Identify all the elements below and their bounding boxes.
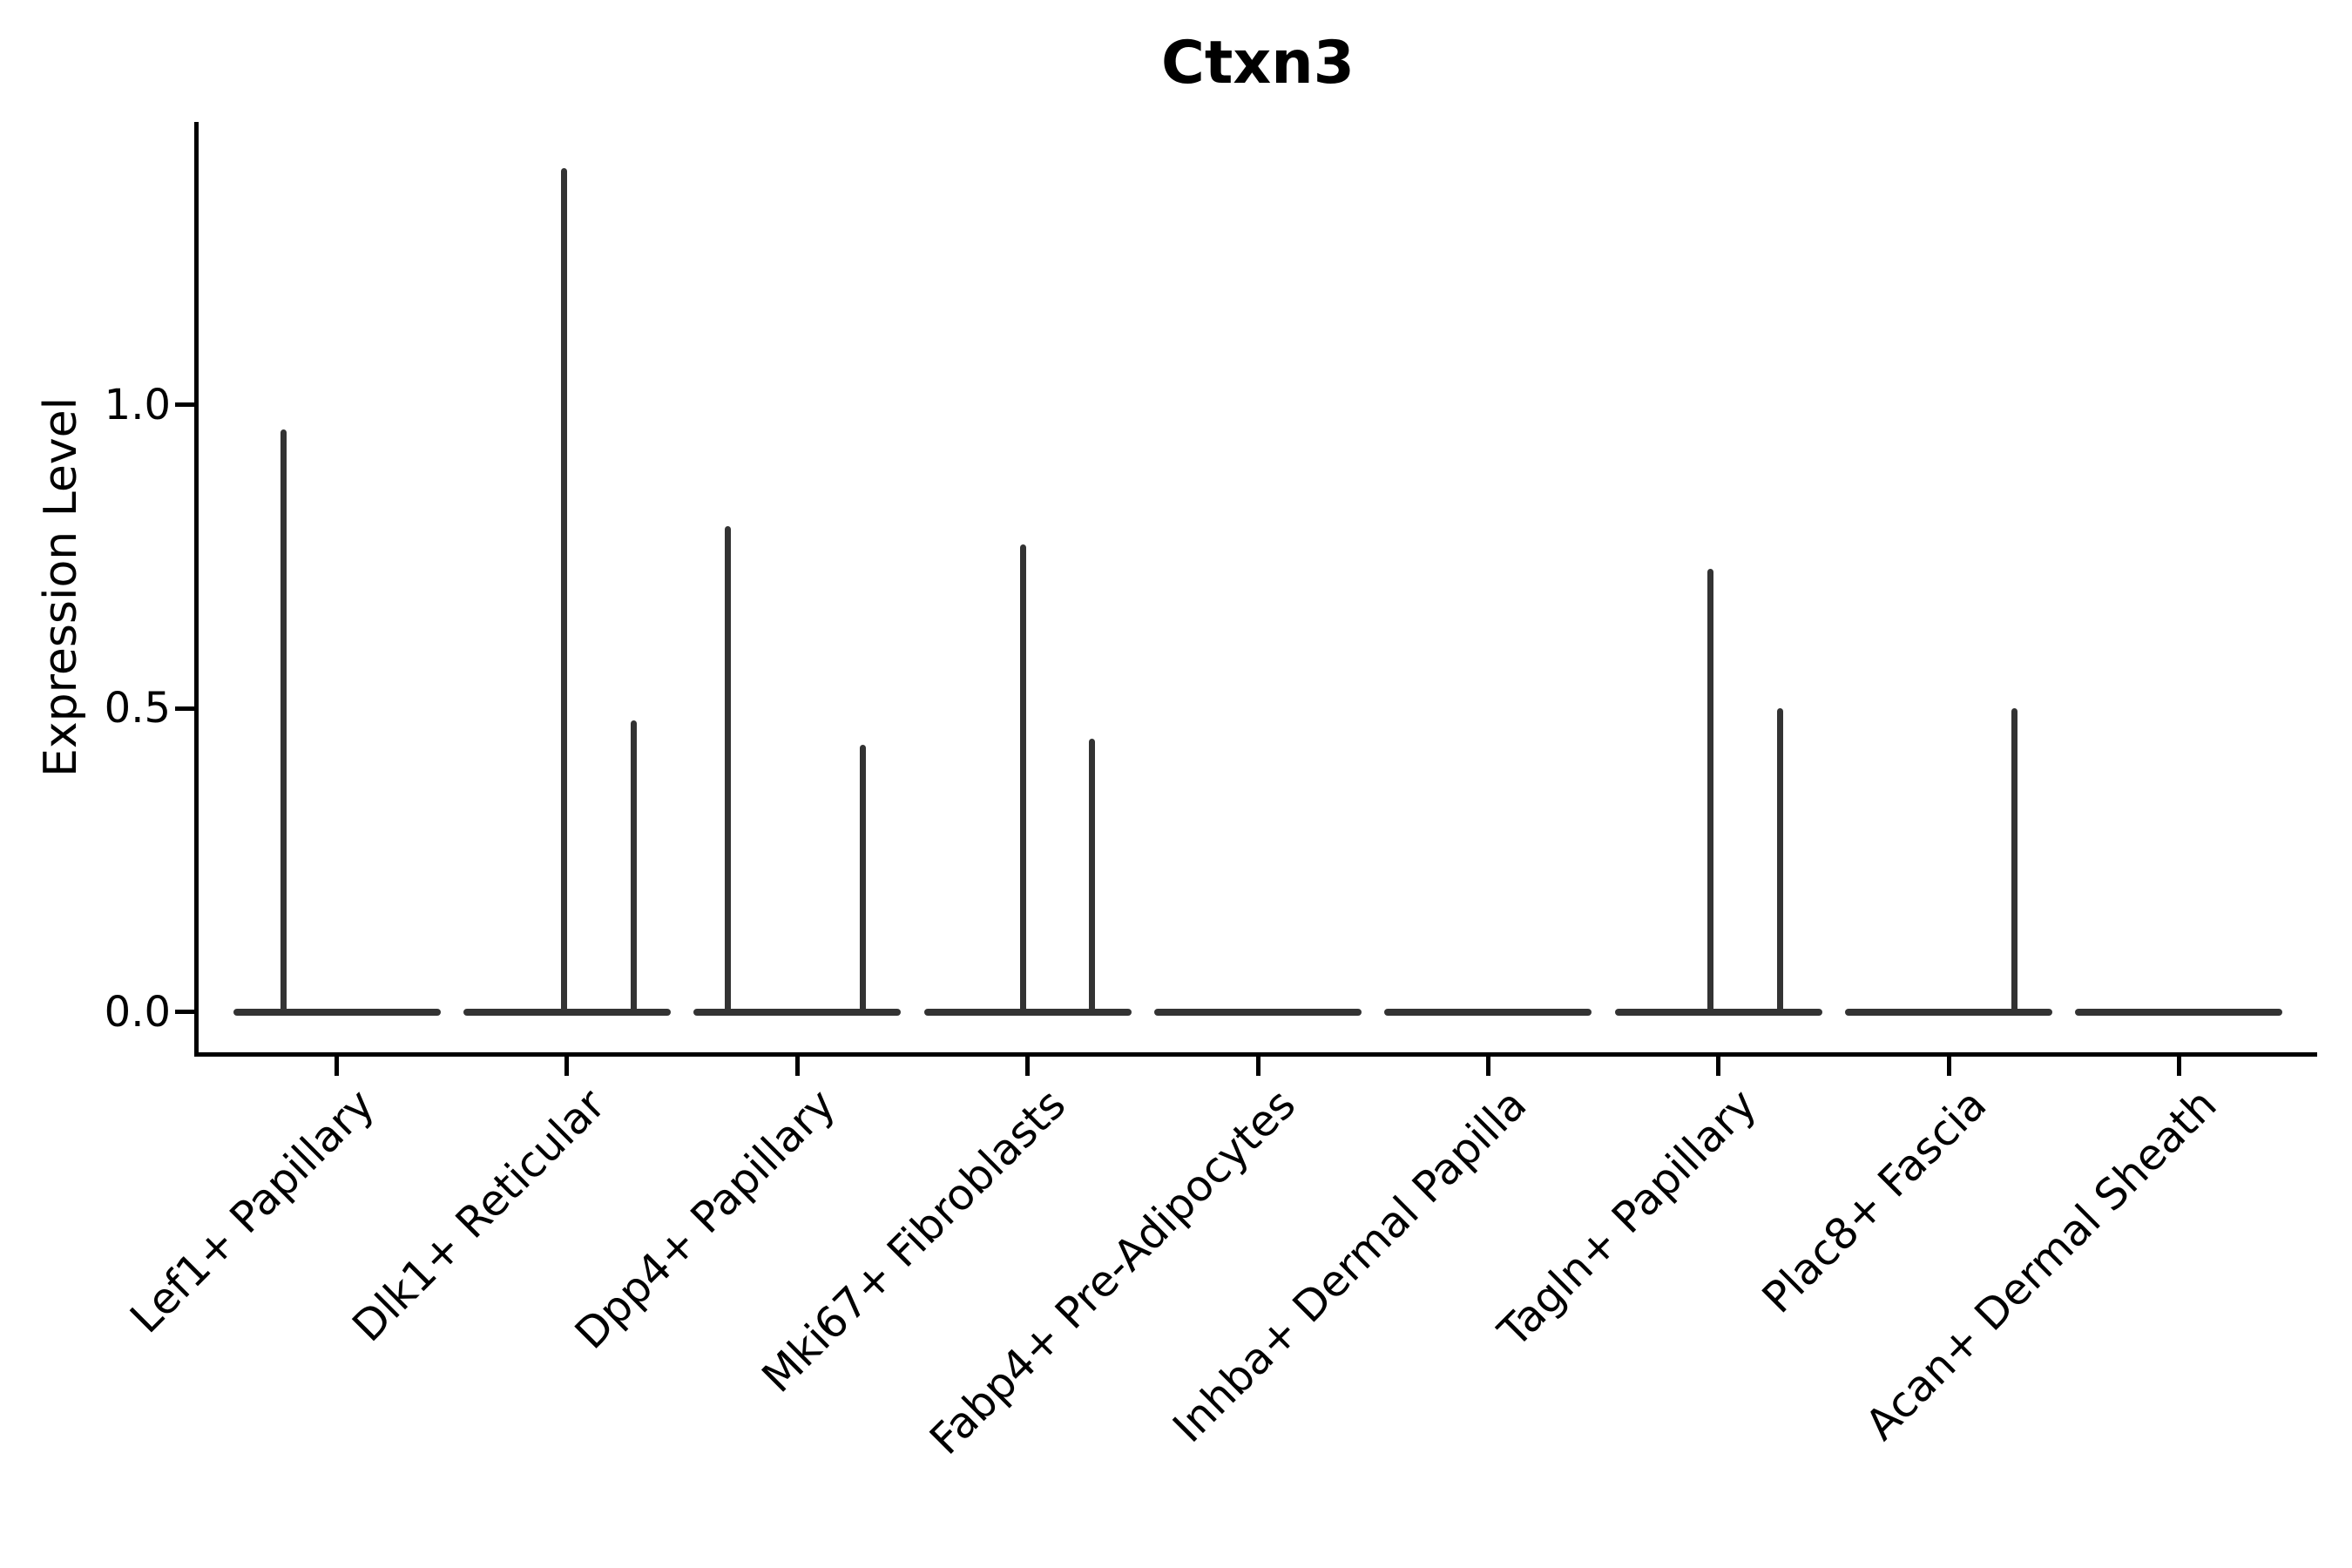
x-tick [564,1057,570,1076]
violin-body [2075,1008,2283,1016]
violin-spike [1776,708,1783,1012]
x-tick-label: Dlk1+ Reticular [342,1079,615,1352]
x-tick-label: Lef1+ Papillary [121,1079,385,1343]
violin-spike [1088,739,1095,1012]
y-tick [175,402,194,408]
violin-body [233,1008,441,1016]
y-tick [175,706,194,711]
violin-body [1384,1008,1592,1016]
y-axis-spine [194,122,199,1057]
x-tick [335,1057,340,1076]
x-tick [1946,1057,1951,1076]
x-tick [2176,1057,2181,1076]
violin-spike [560,167,567,1012]
violin-body [463,1008,671,1016]
violin-body [1845,1008,2052,1016]
x-tick [1485,1057,1490,1076]
violin-body [1614,1008,1822,1016]
x-axis-spine [194,1052,2317,1057]
violin-spike [630,720,637,1012]
y-tick-label: 0.5 [104,684,171,733]
x-tick [1255,1057,1260,1076]
violin-body [923,1008,1132,1016]
x-tick-label: Tagln+ Papillary [1489,1079,1767,1357]
y-tick-label: 0.0 [104,987,171,1037]
chart-title: Ctxn3 [1161,29,1355,98]
x-tick [794,1057,800,1076]
y-tick [175,1010,194,1015]
violin-body [693,1008,902,1016]
violin-body [1154,1008,1362,1016]
x-tick-label: Fabp4+ Pre-Adipocytes [920,1079,1306,1464]
x-tick-label: Plac8+ Fascia [1753,1079,1997,1323]
violin-spike [1707,569,1713,1012]
x-tick [1716,1057,1721,1076]
x-tick [1025,1057,1031,1076]
violin-spike [1019,544,1026,1012]
violin-spike [2011,708,2017,1012]
violin-spike [724,526,731,1012]
y-tick-label: 1.0 [104,380,171,429]
violin-spike [859,745,866,1012]
violin-spike [280,429,287,1012]
